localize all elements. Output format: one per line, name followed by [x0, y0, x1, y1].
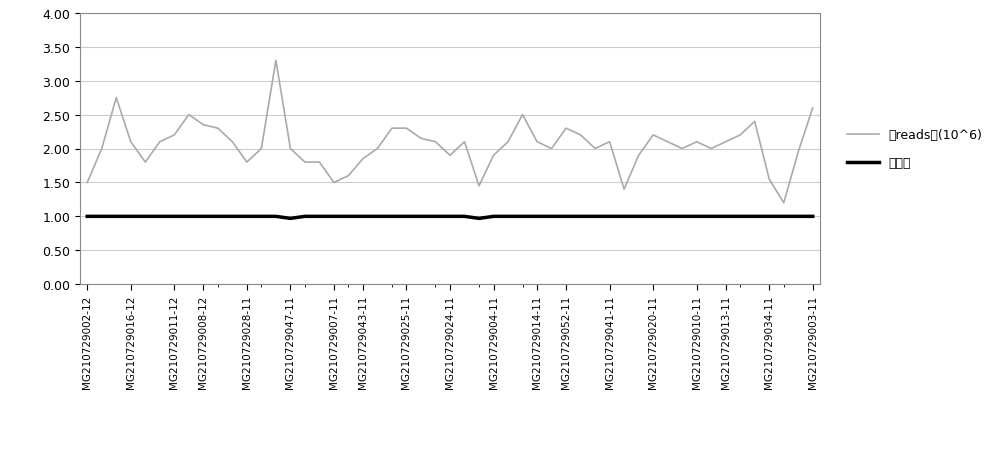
总reads数(10^6): [241, 160, 253, 165]
总reads数(10^6): [575, 133, 587, 138]
总reads数(10^6): [328, 180, 340, 186]
总reads数(10^6): [81, 180, 93, 186]
总reads数(10^6): [270, 58, 282, 64]
Line: 总reads数(10^6): 总reads数(10^6): [87, 61, 813, 203]
总reads数(10^6): [313, 160, 325, 165]
检出率: [81, 214, 93, 219]
总reads数(10^6): [792, 150, 804, 155]
检出率: [618, 214, 630, 219]
检出率: [241, 214, 253, 219]
检出率: [792, 214, 804, 219]
Legend: 总reads数(10^6), 检出率: 总reads数(10^6), 检出率: [841, 123, 989, 176]
检出率: [575, 214, 587, 219]
检出率: [284, 216, 296, 222]
总reads数(10^6): [807, 106, 819, 111]
检出率: [313, 214, 325, 219]
Line: 检出率: 检出率: [87, 217, 813, 219]
总reads数(10^6): [778, 201, 790, 206]
检出率: [807, 214, 819, 219]
总reads数(10^6): [618, 187, 630, 193]
检出率: [328, 214, 340, 219]
